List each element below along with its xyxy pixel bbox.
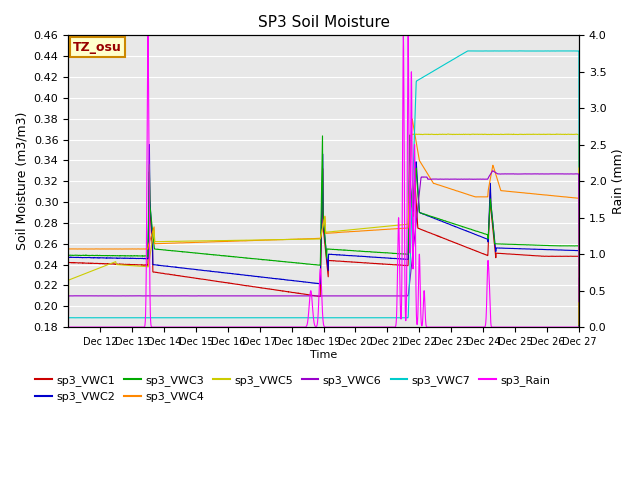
- sp3_VWC5: [397, 222, 404, 228]
- sp3_VWC1: [64, 324, 72, 330]
- sp3_VWC2: [445, 221, 453, 227]
- Line: sp3_VWC1: sp3_VWC1: [68, 169, 579, 327]
- sp3_VWC3: [397, 251, 404, 257]
- sp3_VWC5: [64, 324, 72, 330]
- sp3_Rain: [371, 324, 378, 330]
- sp3_VWC1: [397, 262, 404, 268]
- sp3_VWC1: [371, 261, 378, 266]
- sp3_VWC3: [259, 257, 267, 263]
- sp3_VWC7: [157, 315, 164, 321]
- sp3_VWC7: [259, 315, 267, 321]
- Text: TZ_osu: TZ_osu: [73, 40, 122, 54]
- sp3_VWC3: [371, 249, 378, 255]
- sp3_VWC2: [145, 142, 153, 147]
- sp3_VWC2: [260, 274, 268, 280]
- sp3_VWC7: [575, 164, 583, 170]
- sp3_VWC4: [484, 187, 492, 193]
- sp3_VWC2: [575, 324, 583, 330]
- sp3_Rain: [397, 308, 404, 313]
- sp3_VWC7: [468, 48, 476, 54]
- sp3_VWC4: [397, 226, 404, 231]
- sp3_VWC1: [157, 270, 164, 276]
- sp3_VWC6: [157, 293, 164, 299]
- sp3_VWC5: [484, 132, 492, 137]
- sp3_VWC5: [259, 237, 267, 243]
- Line: sp3_VWC5: sp3_VWC5: [68, 134, 579, 327]
- sp3_VWC2: [157, 263, 165, 268]
- sp3_VWC6: [484, 175, 492, 181]
- sp3_VWC5: [444, 131, 452, 137]
- sp3_Rain: [260, 324, 268, 330]
- Line: sp3_VWC6: sp3_VWC6: [68, 171, 579, 327]
- sp3_VWC5: [575, 274, 583, 280]
- sp3_VWC2: [397, 256, 404, 262]
- sp3_VWC4: [445, 185, 453, 191]
- Line: sp3_VWC3: sp3_VWC3: [68, 135, 579, 327]
- X-axis label: Time: Time: [310, 349, 337, 360]
- sp3_VWC2: [64, 324, 72, 330]
- sp3_VWC1: [259, 285, 267, 291]
- Line: sp3_VWC4: sp3_VWC4: [68, 119, 579, 327]
- sp3_VWC7: [397, 315, 404, 321]
- sp3_VWC4: [408, 116, 416, 122]
- sp3_VWC6: [259, 293, 267, 299]
- sp3_VWC7: [484, 48, 492, 54]
- sp3_VWC7: [445, 59, 453, 65]
- sp3_Rain: [445, 324, 453, 330]
- sp3_VWC6: [489, 168, 497, 174]
- sp3_VWC6: [575, 299, 583, 305]
- sp3_VWC3: [157, 247, 164, 252]
- sp3_VWC6: [397, 293, 404, 299]
- sp3_Rain: [484, 258, 492, 264]
- sp3_VWC3: [575, 324, 583, 330]
- sp3_VWC1: [575, 324, 583, 330]
- sp3_VWC7: [371, 315, 378, 321]
- Y-axis label: Soil Moisture (m3/m3): Soil Moisture (m3/m3): [15, 112, 28, 251]
- sp3_VWC7: [64, 324, 72, 330]
- sp3_VWC4: [259, 237, 267, 243]
- sp3_VWC3: [64, 324, 72, 330]
- sp3_VWC1: [484, 243, 492, 249]
- sp3_VWC4: [64, 324, 72, 330]
- Line: sp3_VWC7: sp3_VWC7: [68, 51, 579, 327]
- sp3_VWC6: [64, 324, 72, 330]
- sp3_VWC5: [445, 132, 453, 137]
- sp3_VWC1: [445, 238, 453, 243]
- sp3_VWC2: [371, 254, 378, 260]
- sp3_Rain: [157, 324, 165, 330]
- Title: SP3 Soil Moisture: SP3 Soil Moisture: [257, 15, 390, 30]
- sp3_VWC6: [445, 176, 453, 182]
- sp3_VWC5: [371, 225, 378, 230]
- sp3_VWC4: [157, 240, 164, 246]
- sp3_VWC4: [575, 322, 583, 328]
- sp3_VWC1: [319, 166, 326, 172]
- sp3_VWC5: [157, 239, 164, 244]
- sp3_Rain: [144, 33, 152, 38]
- sp3_VWC3: [406, 132, 413, 138]
- sp3_VWC2: [484, 237, 492, 242]
- sp3_VWC6: [371, 293, 378, 299]
- Line: sp3_Rain: sp3_Rain: [68, 36, 579, 327]
- Y-axis label: Rain (mm): Rain (mm): [612, 148, 625, 214]
- Legend: sp3_VWC1, sp3_VWC2, sp3_VWC3, sp3_VWC4, sp3_VWC5, sp3_VWC6, sp3_VWC7, sp3_Rain: sp3_VWC1, sp3_VWC2, sp3_VWC3, sp3_VWC4, …: [31, 371, 555, 407]
- sp3_Rain: [575, 324, 583, 330]
- sp3_Rain: [64, 324, 72, 330]
- sp3_VWC3: [484, 234, 492, 240]
- Line: sp3_VWC2: sp3_VWC2: [68, 144, 579, 327]
- sp3_VWC3: [445, 219, 453, 225]
- sp3_VWC4: [371, 227, 378, 233]
